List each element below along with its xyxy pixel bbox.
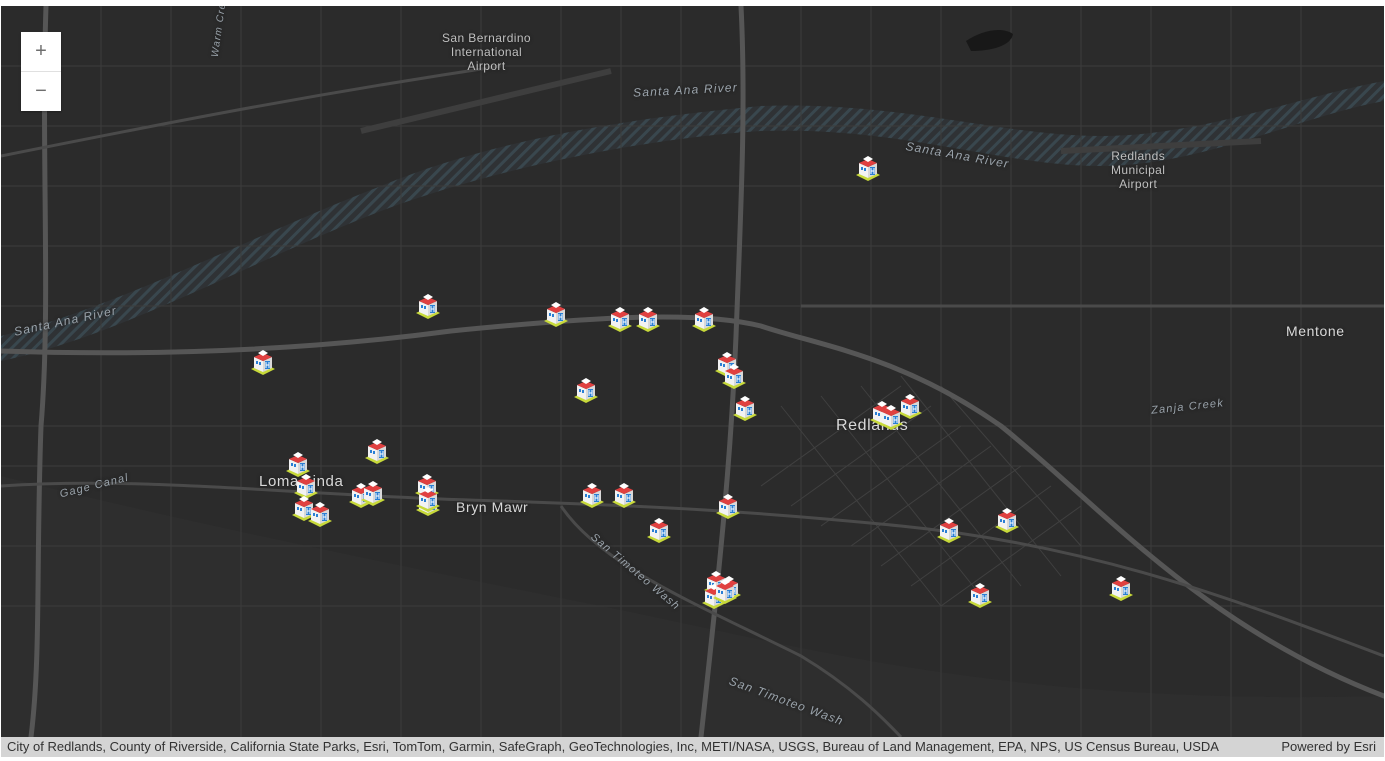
hospital-building-icon[interactable] [571, 375, 601, 405]
hospital-building-icon[interactable] [876, 402, 906, 432]
zoom-control: + − [21, 32, 61, 111]
attribution-bar: City of Redlands, County of Riverside, C… [1, 737, 1384, 757]
hospital-building-icon[interactable] [413, 291, 443, 321]
hospital-building-icon[interactable] [358, 478, 388, 508]
basemap [1, 6, 1384, 737]
hospital-building-icon[interactable] [1106, 573, 1136, 603]
hospital-building-icon[interactable] [289, 493, 319, 523]
hospital-building-icon[interactable] [633, 304, 663, 334]
hospital-building-icon[interactable] [413, 484, 443, 514]
hospital-building-icon[interactable] [362, 436, 392, 466]
hospital-building-icon[interactable] [291, 471, 321, 501]
hospital-building-icon[interactable] [992, 505, 1022, 535]
hospital-building-icon[interactable] [605, 304, 635, 334]
san-bernardino-airport-label: San Bernardino International Airport [442, 31, 531, 73]
hospital-building-icon[interactable] [577, 480, 607, 510]
hospital-building-icon[interactable] [965, 580, 995, 610]
mentone-label: Mentone [1286, 323, 1345, 339]
hospital-building-icon[interactable] [853, 153, 883, 183]
hospital-building-icon[interactable] [730, 393, 760, 423]
hospital-building-icon[interactable] [248, 347, 278, 377]
hospital-building-icon[interactable] [689, 304, 719, 334]
hospital-building-icon[interactable] [934, 515, 964, 545]
hospital-building-icon[interactable] [609, 480, 639, 510]
hospital-building-icon[interactable] [305, 499, 335, 529]
hospital-building-icon[interactable] [895, 391, 925, 421]
hospital-building-icon[interactable] [710, 576, 740, 606]
hospital-building-icon[interactable] [541, 299, 571, 329]
bryn-mawr-label: Bryn Mawr [456, 499, 529, 515]
attribution-text: City of Redlands, County of Riverside, C… [7, 739, 1219, 754]
zoom-in-button[interactable]: + [35, 40, 47, 62]
powered-by-esri-link[interactable]: Powered by Esri [1281, 739, 1376, 754]
hospital-building-icon[interactable] [283, 449, 313, 479]
zoom-out-button[interactable]: − [21, 71, 61, 111]
redlands-airport-label: Redlands Municipal Airport [1111, 149, 1166, 191]
hospital-building-icon[interactable] [644, 515, 674, 545]
map-view[interactable]: San Bernardino International Airport Red… [1, 6, 1384, 737]
hospital-building-icon[interactable] [719, 361, 749, 391]
hospital-building-icon[interactable] [713, 491, 743, 521]
